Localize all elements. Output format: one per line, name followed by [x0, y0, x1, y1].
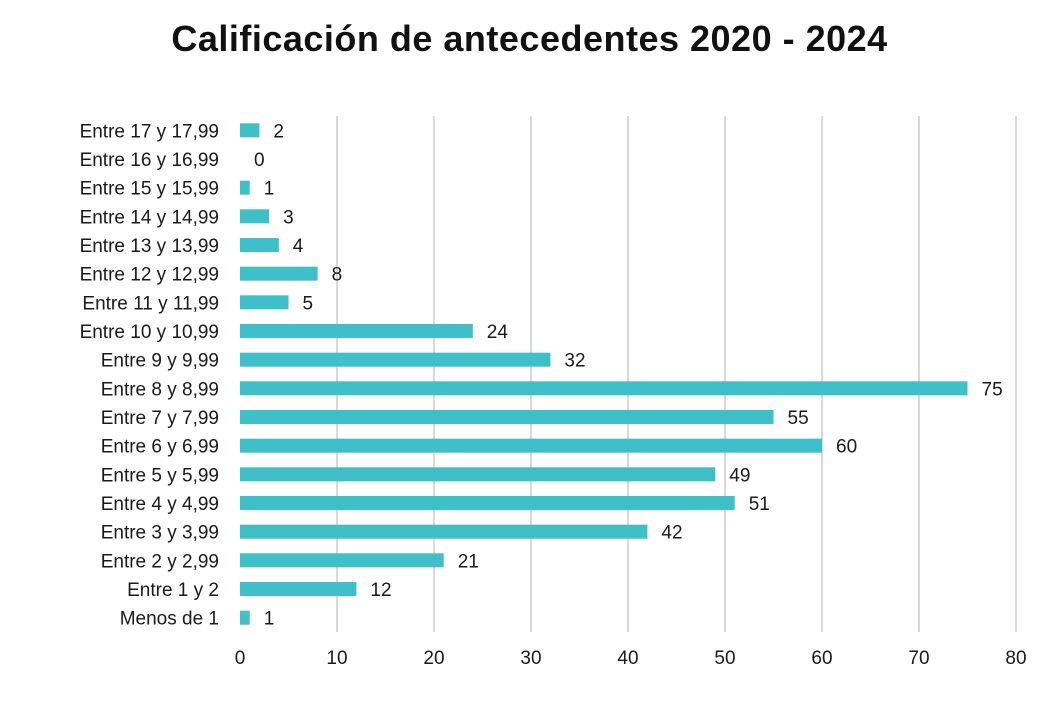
- category-label-8: Entre 9 y 9,99: [101, 351, 219, 372]
- category-label-9: Entre 8 y 8,99: [101, 379, 219, 400]
- category-label-17: Menos de 1: [120, 609, 219, 630]
- category-label-12: Entre 5 y 5,99: [101, 465, 219, 486]
- bar-2: [240, 180, 250, 195]
- value-label-13: 51: [749, 494, 770, 515]
- bar-7: [240, 324, 473, 338]
- category-label-7: Entre 10 y 10,99: [80, 322, 219, 343]
- value-label-3: 3: [283, 207, 294, 228]
- value-label-5: 8: [332, 265, 343, 286]
- x-tick-label-80: 80: [1005, 648, 1026, 669]
- bar-16: [240, 582, 357, 596]
- x-tick-label-70: 70: [908, 648, 929, 669]
- value-label-15: 21: [458, 551, 479, 572]
- gridlines: [336, 116, 1017, 632]
- category-label-11: Entre 6 y 6,99: [101, 437, 219, 458]
- x-tick-label-50: 50: [714, 648, 735, 669]
- bar-9: [240, 381, 968, 396]
- value-label-11: 60: [836, 437, 857, 458]
- category-label-15: Entre 2 y 2,99: [101, 551, 219, 572]
- category-label-13: Entre 4 y 4,99: [101, 494, 219, 515]
- value-label-8: 32: [564, 351, 585, 372]
- category-label-2: Entre 15 y 15,99: [80, 179, 219, 200]
- value-label-0: 2: [273, 121, 284, 142]
- category-label-10: Entre 7 y 7,99: [101, 408, 219, 429]
- bar-0: [240, 123, 260, 138]
- x-tick-label-10: 10: [326, 648, 347, 669]
- x-tick-label-40: 40: [617, 648, 638, 669]
- bar-10: [240, 410, 774, 424]
- category-label-0: Entre 17 y 17,99: [80, 121, 219, 142]
- chart-title: Calificación de antecedentes 2020 - 2024: [171, 18, 888, 59]
- value-label-1: 0: [254, 150, 265, 171]
- bar-3: [240, 209, 270, 224]
- value-label-9: 75: [982, 379, 1003, 400]
- value-label-12: 49: [729, 465, 750, 486]
- value-label-17: 1: [264, 609, 275, 630]
- value-label-10: 55: [788, 408, 809, 429]
- value-label-2: 1: [264, 179, 275, 200]
- x-axis-ticks: 0 10 20 30 40 50 60 70 80: [235, 648, 1027, 669]
- bars: [240, 123, 968, 625]
- category-label-4: Entre 13 y 13,99: [80, 236, 219, 257]
- bar-17: [240, 610, 250, 625]
- x-tick-label-60: 60: [811, 648, 832, 669]
- value-label-14: 42: [661, 523, 682, 544]
- category-label-16: Entre 1 y 2: [127, 580, 219, 601]
- category-label-1: Entre 16 y 16,99: [80, 150, 219, 171]
- bar-14: [240, 524, 648, 539]
- value-label-4: 4: [293, 236, 304, 257]
- category-label-3: Entre 14 y 14,99: [80, 207, 219, 228]
- bar-8: [240, 352, 551, 367]
- bar-12: [240, 467, 716, 482]
- value-label-6: 5: [303, 293, 314, 314]
- bar-6: [240, 295, 289, 310]
- category-label-14: Entre 3 y 3,99: [101, 523, 219, 544]
- bar-5: [240, 266, 318, 281]
- x-tick-label-0: 0: [235, 648, 246, 669]
- category-label-5: Entre 12 y 12,99: [80, 265, 219, 286]
- category-label-6: Entre 11 y 11,99: [82, 293, 219, 314]
- bar-15: [240, 553, 444, 568]
- category-labels: Entre 17 y 17,99 Entre 16 y 16,99 Entre 15…: [80, 121, 219, 629]
- bar-11: [240, 438, 822, 453]
- value-label-16: 12: [370, 580, 391, 601]
- value-label-7: 24: [487, 322, 509, 343]
- x-tick-label-20: 20: [423, 648, 444, 669]
- x-tick-label-30: 30: [520, 648, 541, 669]
- bar-13: [240, 496, 735, 510]
- bar-4: [240, 238, 279, 252]
